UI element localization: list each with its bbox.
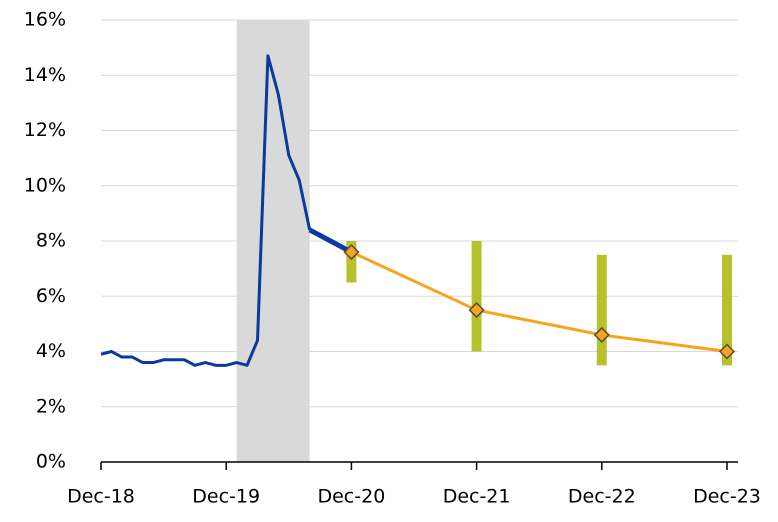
range-bar <box>722 254 732 366</box>
y-tick-label: 8% <box>36 230 66 252</box>
x-tick-label: Dec-21 <box>443 486 511 508</box>
marker <box>468 302 485 319</box>
y-tick-label: 16% <box>24 9 66 31</box>
x-tick-label: Dec-19 <box>192 486 260 508</box>
x-tick-label: Dec-18 <box>67 486 135 508</box>
y-tick-label: 4% <box>36 340 66 362</box>
range-bar <box>596 254 607 366</box>
line <box>350 250 728 353</box>
marker <box>718 343 736 360</box>
marker <box>593 326 610 343</box>
y-tick-label: 10% <box>24 174 66 196</box>
range-bar <box>346 241 357 283</box>
marker <box>343 243 360 261</box>
y-tick-label: 6% <box>36 285 66 307</box>
y-tick-label: 12% <box>24 119 66 141</box>
y-tick-label: 0% <box>36 451 66 473</box>
line <box>100 54 312 367</box>
x-tick-label: Dec-20 <box>317 486 385 508</box>
y-tick-label: 14% <box>24 64 66 86</box>
range-bar <box>471 241 482 352</box>
y-tick-label: 2% <box>36 395 66 417</box>
line <box>308 227 353 255</box>
shaded-period <box>236 20 310 462</box>
x-tick-label: Dec-22 <box>568 486 636 508</box>
x-tick-label: Dec-23 <box>693 486 761 508</box>
